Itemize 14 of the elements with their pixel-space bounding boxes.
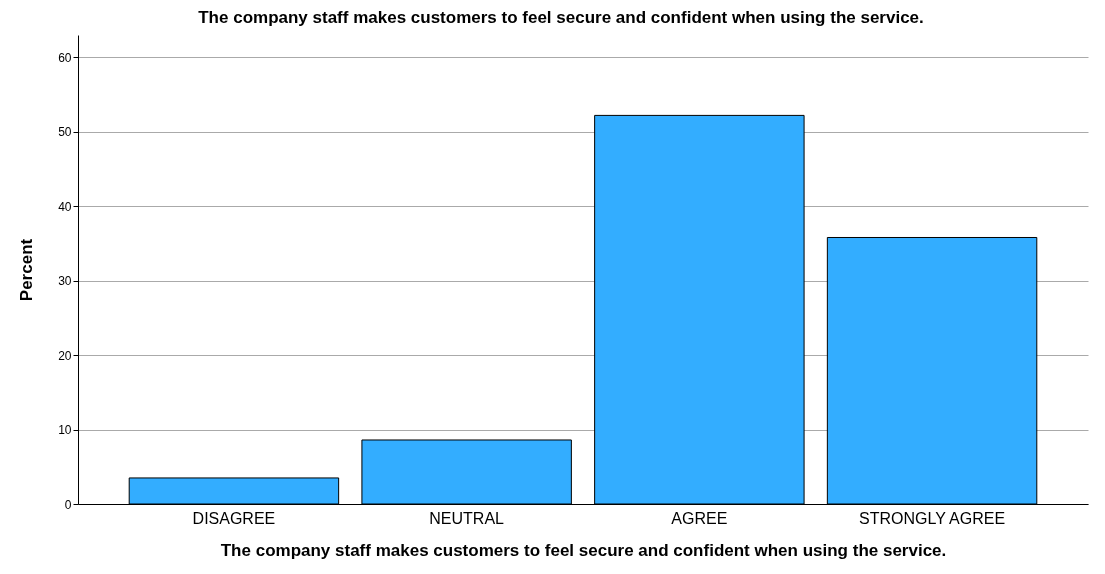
x-tick-label: DISAGREE	[192, 509, 276, 527]
y-tick-label: 60	[58, 50, 72, 65]
y-tick-label: 50	[58, 125, 72, 140]
chart-title: The company staff makes customers to feel secure and confident when using the service.	[198, 8, 924, 27]
y-tick-label: 40	[58, 199, 72, 214]
x-tick-label: NEUTRAL	[429, 509, 505, 527]
y-tick-label: 0	[64, 497, 72, 512]
y-axis-title: Percent	[17, 238, 37, 302]
x-axis-title: The company staff makes customers to feel secure and confident when using the service.	[220, 540, 947, 560]
y-tick-label: 30	[58, 274, 72, 289]
y-tick-label: 10	[58, 423, 72, 438]
y-tick-label: 20	[58, 348, 72, 363]
x-tick-label: AGREE	[671, 509, 728, 527]
x-tick-label: STRONGLY AGREE	[859, 509, 1006, 527]
